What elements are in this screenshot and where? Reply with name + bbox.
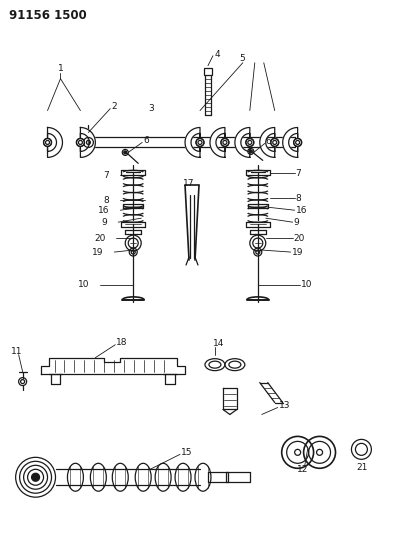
Text: 4: 4 (215, 50, 221, 59)
Text: 12: 12 (297, 465, 309, 474)
Circle shape (124, 151, 127, 154)
Text: 21: 21 (357, 463, 368, 472)
Text: 19: 19 (292, 247, 303, 256)
Text: 15: 15 (181, 448, 193, 457)
Text: 7: 7 (296, 169, 301, 178)
Text: 10: 10 (78, 280, 89, 289)
Circle shape (221, 139, 229, 147)
Text: 18: 18 (116, 338, 128, 347)
Circle shape (249, 150, 252, 153)
Text: 8: 8 (104, 196, 109, 205)
Text: 5: 5 (239, 54, 245, 63)
Polygon shape (260, 127, 275, 157)
Polygon shape (185, 127, 200, 157)
Text: 9: 9 (294, 217, 299, 227)
Polygon shape (80, 127, 95, 157)
Text: 19: 19 (92, 247, 103, 256)
Text: 10: 10 (301, 280, 312, 289)
Text: 7: 7 (104, 171, 109, 180)
Text: 17: 17 (183, 179, 195, 188)
Text: 1: 1 (58, 64, 63, 73)
Text: 9: 9 (102, 217, 107, 227)
Text: 3: 3 (148, 104, 154, 113)
Circle shape (32, 473, 39, 481)
Polygon shape (223, 387, 237, 409)
Text: 2: 2 (111, 102, 117, 111)
FancyBboxPatch shape (204, 68, 212, 75)
Polygon shape (235, 127, 250, 157)
Circle shape (196, 139, 204, 147)
Text: 20: 20 (94, 233, 105, 243)
Text: 91156 1500: 91156 1500 (9, 10, 86, 22)
Text: 13: 13 (279, 401, 290, 410)
Circle shape (44, 139, 52, 147)
Text: 14: 14 (213, 339, 224, 348)
Text: 16: 16 (98, 206, 109, 215)
Text: 16: 16 (296, 206, 307, 215)
Circle shape (246, 139, 254, 147)
Circle shape (76, 139, 84, 147)
Text: 11: 11 (11, 347, 22, 356)
Text: 8: 8 (296, 193, 301, 203)
Polygon shape (41, 358, 185, 374)
Text: 6: 6 (266, 137, 271, 146)
Text: 20: 20 (294, 233, 305, 243)
Polygon shape (283, 127, 297, 157)
Polygon shape (210, 127, 225, 157)
Polygon shape (48, 127, 63, 157)
Circle shape (294, 139, 302, 147)
Text: 6: 6 (143, 136, 149, 145)
Circle shape (271, 139, 279, 147)
